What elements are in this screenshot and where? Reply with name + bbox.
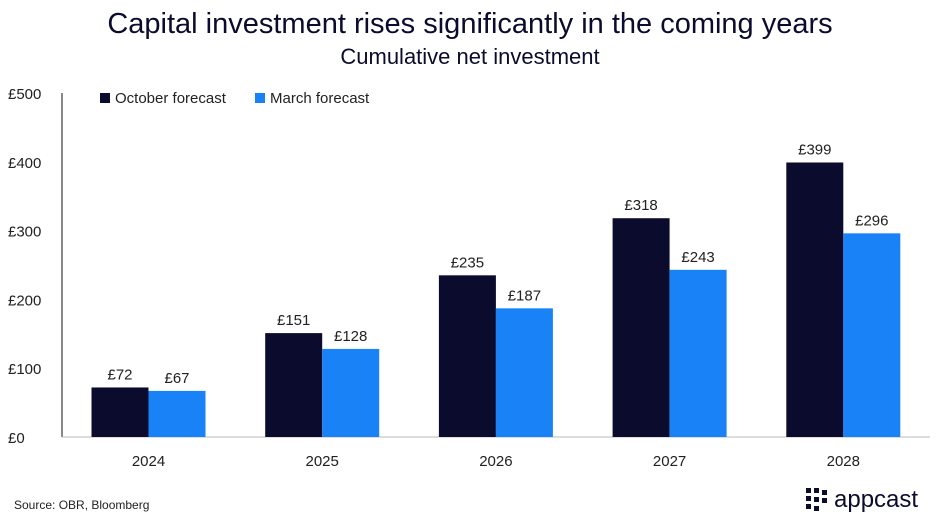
data-label: £187 bbox=[508, 287, 541, 304]
data-label: £235 bbox=[451, 254, 484, 271]
x-tick-label: 2027 bbox=[653, 453, 686, 470]
y-tick-label: £100 bbox=[8, 361, 41, 378]
chart-title: Capital investment rises significantly i… bbox=[107, 8, 833, 40]
y-tick-label: £200 bbox=[8, 292, 41, 309]
y-tick-label: £300 bbox=[8, 224, 41, 241]
bar-october-2027 bbox=[612, 218, 670, 437]
chart-subtitle: Cumulative net investment bbox=[340, 44, 600, 69]
x-tick-label: 2025 bbox=[306, 453, 339, 470]
data-label: £72 bbox=[107, 366, 132, 383]
bar-march-2028 bbox=[843, 233, 901, 437]
bar-march-2025 bbox=[322, 348, 380, 437]
data-label: £399 bbox=[798, 141, 831, 158]
bar-march-2026 bbox=[495, 308, 553, 437]
legend-label: October forecast bbox=[115, 90, 227, 107]
bar-october-2026 bbox=[438, 275, 496, 437]
data-label: £67 bbox=[164, 370, 189, 387]
x-tick-label: 2026 bbox=[479, 453, 512, 470]
data-label: £318 bbox=[624, 197, 657, 214]
bar-october-2024 bbox=[91, 387, 149, 437]
bar-october-2028 bbox=[786, 162, 844, 437]
y-tick-label: £400 bbox=[8, 155, 41, 172]
source-note: Source: OBR, Bloomberg bbox=[14, 498, 150, 512]
legend-swatch bbox=[255, 93, 265, 103]
x-tick-label: 2028 bbox=[827, 453, 860, 470]
appcast-logo: appcast bbox=[806, 486, 918, 514]
data-label: £243 bbox=[681, 249, 714, 266]
x-tick-label: 2024 bbox=[132, 453, 165, 470]
appcast-logo-icon bbox=[806, 488, 827, 511]
bar-march-2027 bbox=[669, 269, 727, 437]
bar-march-2024 bbox=[148, 390, 206, 437]
data-label: £296 bbox=[855, 212, 888, 229]
y-tick-label: £500 bbox=[8, 86, 41, 103]
data-label: £128 bbox=[334, 328, 367, 345]
y-tick-label: £0 bbox=[8, 430, 25, 447]
logo-text: appcast bbox=[834, 486, 919, 513]
bar-october-2025 bbox=[265, 333, 323, 437]
legend-label: March forecast bbox=[270, 90, 370, 107]
data-label: £151 bbox=[277, 312, 310, 329]
legend-swatch bbox=[100, 93, 110, 103]
